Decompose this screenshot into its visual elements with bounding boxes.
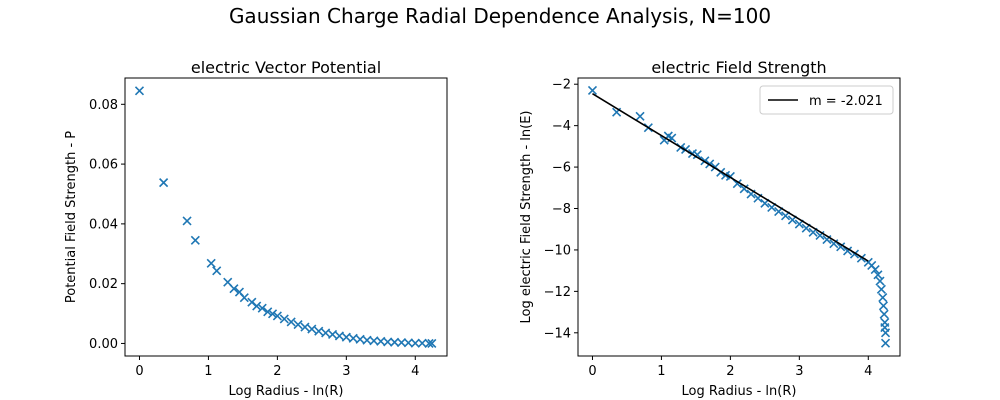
field-data-point <box>878 301 889 311</box>
potential-data-point <box>267 309 278 319</box>
field-data-point <box>880 338 891 348</box>
potential-data-point <box>239 293 249 303</box>
potential-data-point <box>321 328 331 338</box>
field-plot-x-ticks: 0 1 2 3 4 <box>588 356 872 379</box>
field-data-point <box>880 328 891 338</box>
potential-x-tick-label: 4 <box>411 364 419 379</box>
potential-data-point <box>300 322 310 332</box>
field-data-point <box>878 293 888 303</box>
potential-data-point <box>134 86 145 96</box>
potential-data-point <box>417 338 427 348</box>
potential-data-point <box>206 258 216 268</box>
field-x-tick-label: 1 <box>657 364 665 379</box>
potential-data-point <box>334 331 345 341</box>
field-data-point <box>635 111 645 121</box>
field-plot-y-label: Log electric Field Strength - ln(E) <box>519 111 534 324</box>
field-plot-y-ticks: −14 −12 −10 −8 −6 −4 −2 <box>544 78 578 341</box>
potential-data-point <box>182 216 192 226</box>
field-data-point <box>879 309 889 319</box>
potential-plot-y-label: Potential Field Strength - P <box>64 131 79 303</box>
potential-data-point <box>286 317 296 327</box>
potential-x-tick-label: 3 <box>342 364 350 379</box>
potential-y-tick-label: 0.04 <box>89 217 118 232</box>
field-x-tick-label: 4 <box>864 364 872 379</box>
potential-data-point <box>390 337 400 347</box>
potential-plot-y-ticks: 0.00 0.02 0.04 0.06 0.08 <box>89 98 125 352</box>
field-plot-x-label: Log Radius - ln(R) <box>682 384 797 399</box>
potential-x-tick-label: 0 <box>135 364 143 379</box>
potential-data-point <box>396 337 407 348</box>
field-data-point <box>843 246 853 256</box>
potential-data-point <box>212 266 222 276</box>
potential-data-point <box>252 301 262 311</box>
field-data-point <box>732 179 742 189</box>
field-data-point <box>692 150 702 160</box>
potential-data-point <box>341 332 351 342</box>
field-y-tick-label: −6 <box>552 161 571 176</box>
field-data-point <box>739 184 749 194</box>
potential-plot-x-label: Log Radius - ln(R) <box>229 384 344 399</box>
potential-y-tick-label: 0.06 <box>89 158 118 173</box>
field-y-tick-label: −4 <box>552 119 571 134</box>
potential-data-point <box>257 303 267 313</box>
potential-data-point <box>427 338 437 349</box>
field-x-tick-label: 2 <box>726 364 734 379</box>
potential-data-point <box>383 337 393 347</box>
field-plot-frame <box>577 77 901 357</box>
potential-data-point <box>263 307 273 317</box>
field-data-point <box>836 242 846 252</box>
field-data-point <box>875 276 885 286</box>
field-x-tick-label: 0 <box>588 364 596 379</box>
field-y-tick-label: −10 <box>544 243 571 258</box>
field-plot-data <box>587 85 891 348</box>
field-plot-legend: m = -2.021 <box>759 85 894 115</box>
legend-label: m = -2.021 <box>809 94 883 109</box>
potential-data-point <box>403 338 413 348</box>
potential-data-point <box>410 338 420 348</box>
potential-data-point <box>159 178 169 188</box>
potential-x-tick-label: 1 <box>204 364 212 379</box>
field-data-point <box>870 265 880 275</box>
potential-plot-x-ticks: 0 1 2 3 4 <box>135 356 419 379</box>
field-plot-title: electric Field Strength <box>651 58 826 77</box>
potential-data-point <box>327 329 338 340</box>
potential-data-point <box>279 314 289 324</box>
field-data-point <box>873 270 883 280</box>
potential-data-point <box>314 326 324 336</box>
legend-box <box>759 85 894 115</box>
potential-plot-frame <box>124 77 448 357</box>
field-y-tick-label: −2 <box>552 78 571 93</box>
potential-x-tick-label: 2 <box>273 364 281 379</box>
field-data-point <box>876 284 886 294</box>
potential-y-tick-label: 0.00 <box>89 337 118 352</box>
potential-data-point <box>272 311 282 321</box>
potential-plot-data <box>134 86 437 349</box>
potential-plot: electric Vector Potential 0 1 2 3 4 0.00 0.02… <box>64 58 448 399</box>
figure-title: Gaussian Charge Radial Dependence Analys… <box>229 4 771 28</box>
potential-data-point <box>307 324 317 334</box>
potential-data-point <box>229 284 239 294</box>
potential-data-point <box>424 338 434 349</box>
field-y-tick-label: −12 <box>544 285 571 300</box>
potential-plot-title: electric Vector Potential <box>191 58 381 77</box>
potential-data-point <box>190 235 200 245</box>
field-y-tick-label: −14 <box>544 326 571 341</box>
potential-y-tick-label: 0.08 <box>89 98 118 113</box>
field-fit-line <box>592 93 869 262</box>
field-x-tick-label: 3 <box>795 364 803 379</box>
potential-y-tick-label: 0.02 <box>89 277 118 292</box>
field-y-tick-label: −8 <box>552 202 571 217</box>
field-data-point <box>587 85 598 95</box>
potential-data-point <box>293 320 303 330</box>
